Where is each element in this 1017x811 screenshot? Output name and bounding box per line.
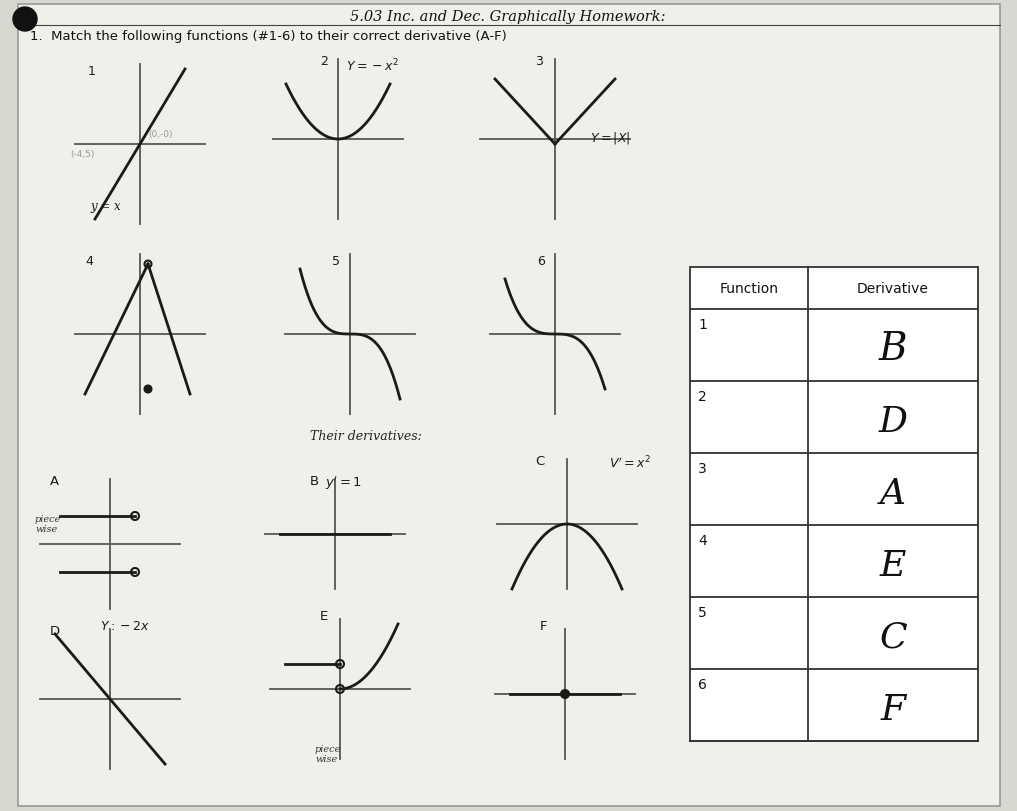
Text: $y' = 1$: $y' = 1$ <box>325 474 362 492</box>
Text: 6: 6 <box>537 255 545 268</box>
Text: (-4,5): (-4,5) <box>70 150 95 159</box>
Text: 5: 5 <box>698 605 707 620</box>
Text: 2: 2 <box>698 389 707 404</box>
Text: 1.  Match the following functions (#1-6) to their correct derivative (A-F): 1. Match the following functions (#1-6) … <box>29 30 506 43</box>
Text: Derivative: Derivative <box>857 281 929 296</box>
Circle shape <box>144 386 152 393</box>
Text: A: A <box>50 474 59 487</box>
Circle shape <box>13 8 37 32</box>
Text: 1: 1 <box>698 318 707 332</box>
Text: 5: 5 <box>332 255 340 268</box>
Text: F: F <box>881 692 905 726</box>
Text: $Y=-x^2$: $Y=-x^2$ <box>346 58 399 75</box>
Text: D: D <box>879 405 907 439</box>
Text: Function: Function <box>719 281 778 296</box>
Text: piece
wise: piece wise <box>35 514 61 534</box>
Text: 2: 2 <box>320 55 327 68</box>
Text: 5.03 Inc. and Dec. Graphically Homework:: 5.03 Inc. and Dec. Graphically Homework: <box>350 10 666 24</box>
Text: 6: 6 <box>698 677 707 691</box>
Text: piece
wise: piece wise <box>315 744 342 763</box>
Text: Their derivatives:: Their derivatives: <box>310 430 422 443</box>
Text: 3: 3 <box>698 461 707 475</box>
Text: $Y= |X|$: $Y= |X|$ <box>590 130 631 146</box>
Text: C: C <box>879 620 907 654</box>
Text: 4: 4 <box>698 534 707 547</box>
Text: F: F <box>540 620 547 633</box>
Text: $Y:-2x$: $Y:-2x$ <box>100 620 149 633</box>
Text: 4: 4 <box>85 255 93 268</box>
Text: E: E <box>320 609 328 622</box>
Text: y = x: y = x <box>89 200 121 212</box>
Text: C: C <box>535 454 544 467</box>
Text: $V'=x^2$: $V'=x^2$ <box>609 454 651 471</box>
Text: 1: 1 <box>88 65 96 78</box>
Text: D: D <box>50 624 60 637</box>
Text: (0,-0): (0,-0) <box>148 130 173 139</box>
Text: B: B <box>310 474 319 487</box>
Text: E: E <box>880 548 906 582</box>
Text: B: B <box>879 331 907 368</box>
Text: A: A <box>880 476 906 510</box>
FancyBboxPatch shape <box>18 5 1000 806</box>
Circle shape <box>561 690 569 698</box>
Text: 3: 3 <box>535 55 543 68</box>
FancyBboxPatch shape <box>690 268 978 741</box>
